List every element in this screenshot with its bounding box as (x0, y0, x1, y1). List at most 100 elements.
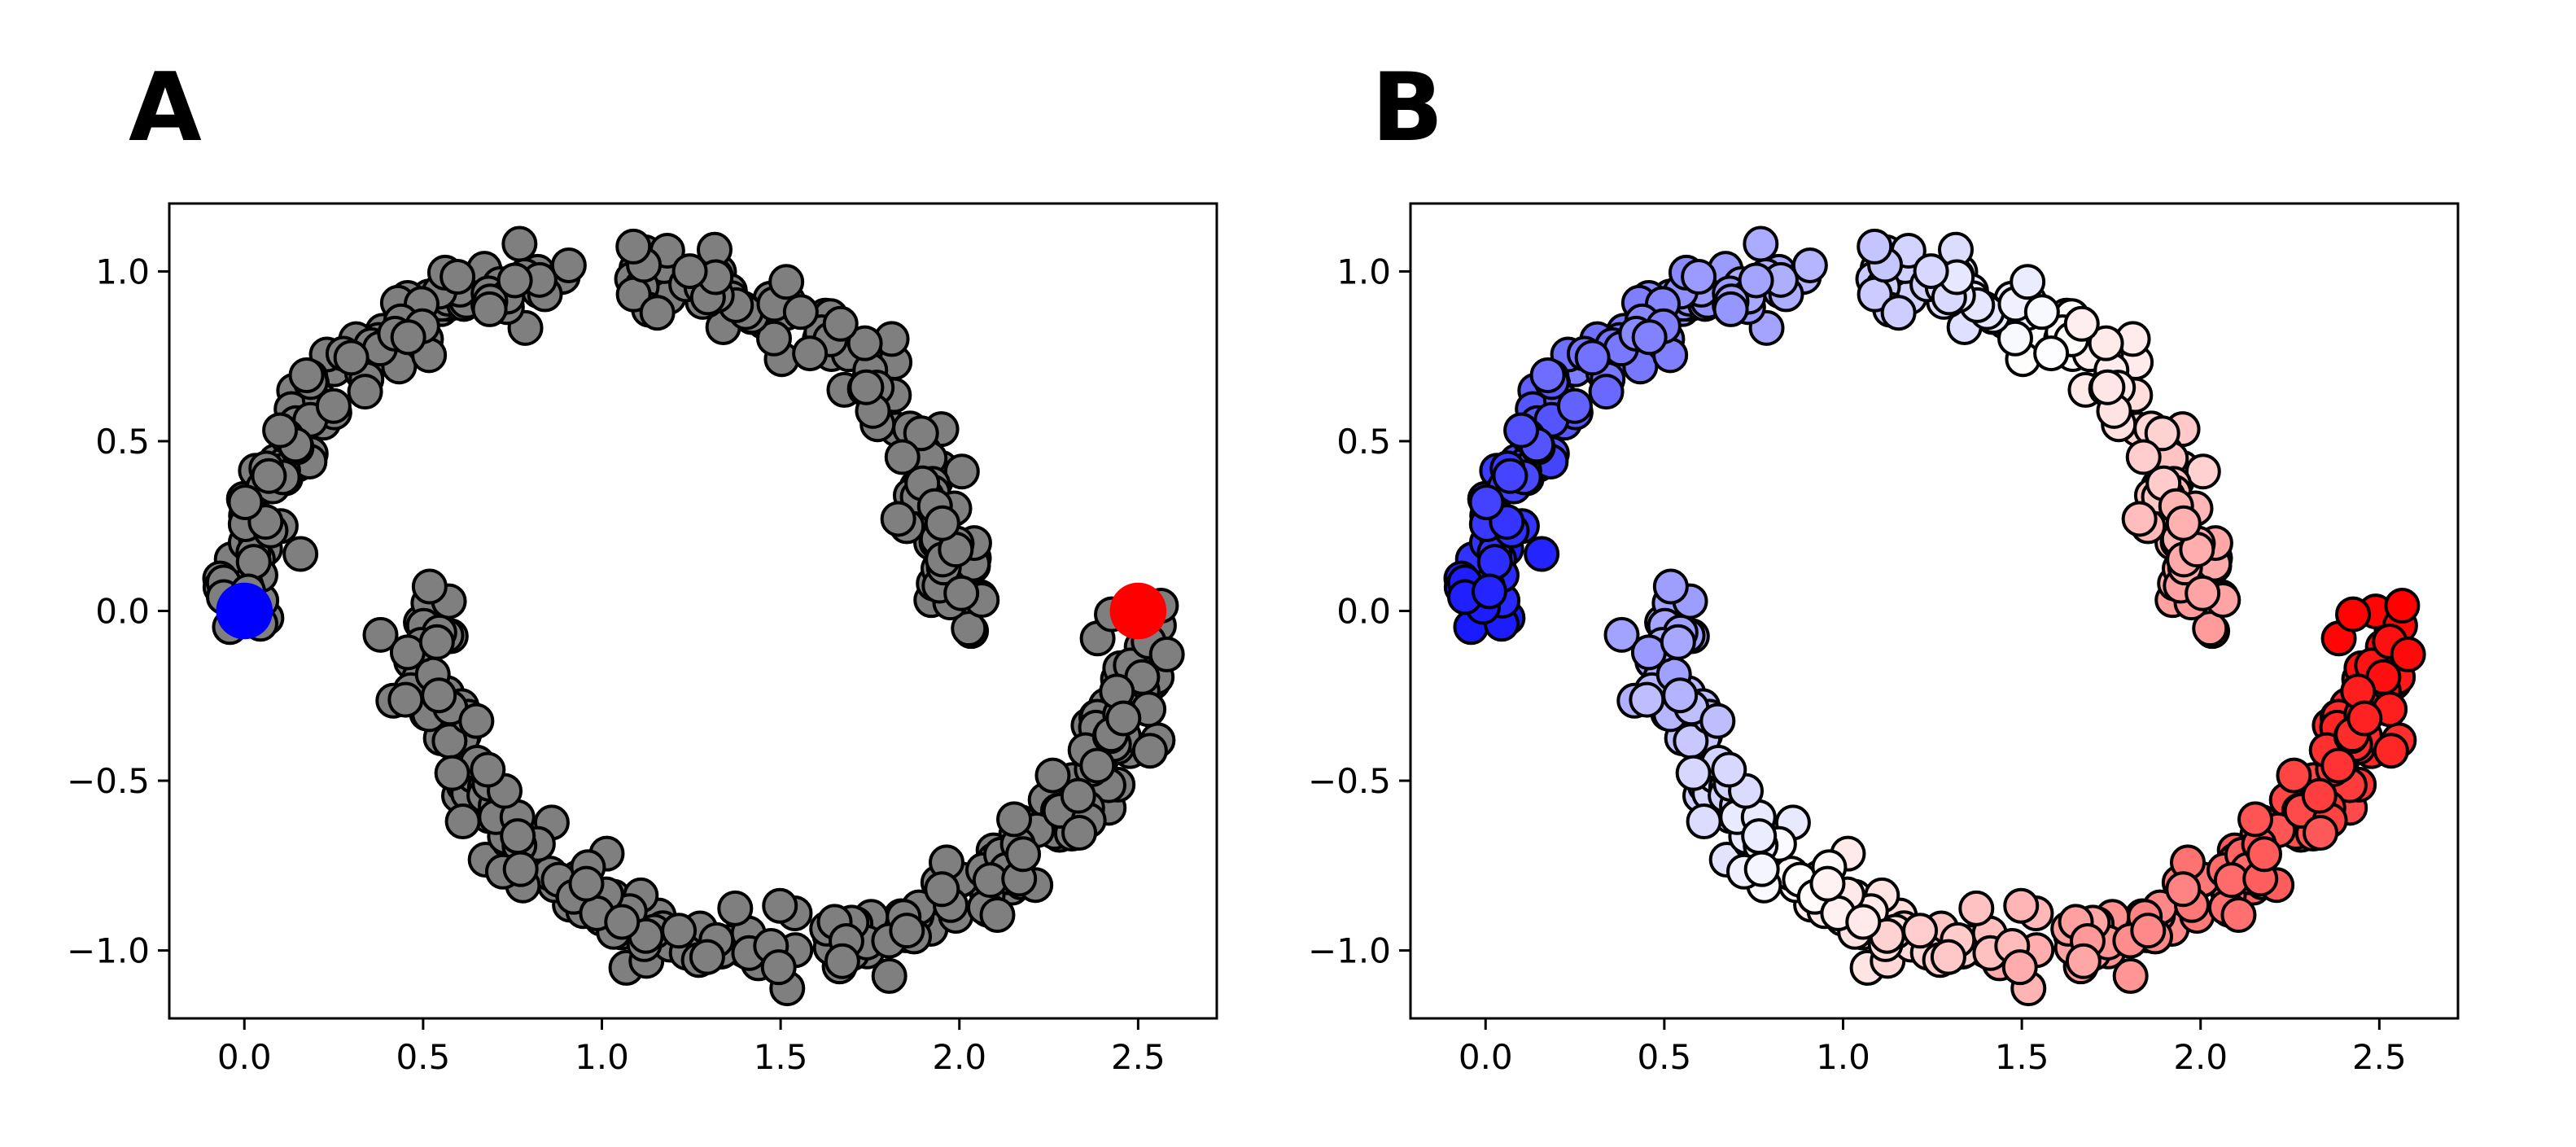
scatter-point (2121, 501, 2158, 537)
scatter-point (2063, 305, 2100, 342)
scatter-point (1524, 536, 1560, 572)
scatter-point (411, 568, 448, 605)
scatter-point (924, 871, 960, 908)
scatter-point (2237, 801, 2274, 838)
scatter-point (1675, 755, 1712, 791)
scatter-point (315, 387, 352, 424)
scatter-point (1958, 890, 1995, 926)
scatter-point (288, 357, 325, 394)
scatter-point (822, 305, 859, 342)
scatter-point (639, 295, 676, 331)
scatter-point (2130, 913, 2167, 949)
scatter-point (1660, 624, 1696, 660)
scatter-point (2303, 814, 2339, 851)
highlights-a (216, 582, 1167, 640)
scatter-point (848, 369, 885, 405)
highlight-point-red (1109, 582, 1167, 640)
scatter-point (2001, 949, 2038, 986)
x-tick-label: 0.0 (217, 1037, 272, 1077)
axes-frame-a (168, 202, 1218, 1020)
scatter-point (2088, 325, 2124, 361)
scatter-point (1686, 803, 1722, 840)
scatter-point (884, 439, 921, 475)
panel-letter-a: A (129, 53, 202, 163)
scatter-point (1492, 457, 1529, 494)
x-tick-label: 2.5 (2352, 1037, 2407, 1077)
scatter-point (2185, 575, 2221, 611)
scatter-point (333, 339, 370, 376)
scatter-point (502, 851, 539, 887)
scatter-point (2373, 733, 2409, 769)
y-tick-label: 0.0 (95, 592, 150, 632)
scatter-point (444, 803, 481, 840)
scatter-point (762, 887, 798, 924)
ticks-b: 0.0 0.5 1.0 1.5 2.0 2.5 −1.0 −0.5 0.0 0.5 1.0 (1308, 252, 2407, 1077)
scatter-point (1741, 818, 1778, 855)
scatter-point (2320, 747, 2357, 784)
y-tick-label: 0.5 (1336, 422, 1391, 462)
scatter-point (924, 505, 960, 541)
y-tick-label: 1.0 (95, 252, 150, 291)
y-tick-label: −0.5 (1308, 761, 1391, 801)
scatter-point (1061, 814, 1098, 851)
scatter-point (1712, 291, 1749, 327)
scatter-point (2346, 700, 2383, 737)
scatter-point (846, 325, 883, 361)
scatter-point (604, 904, 641, 940)
scatter-point (1588, 374, 1625, 410)
scatter-point (500, 818, 536, 855)
scatter-point (501, 225, 538, 262)
scatter-point (1471, 573, 1507, 610)
scatter-point (2246, 836, 2283, 873)
scatter-point (2220, 896, 2257, 933)
axes-frame-b (1409, 202, 2460, 1020)
scatter-point (1880, 295, 1917, 331)
scatter-point (2384, 587, 2421, 624)
scatter-point (1913, 253, 1949, 290)
scatter-point (1652, 568, 1689, 605)
scatter-point (2010, 264, 2046, 300)
scatter-point (2301, 777, 2338, 814)
scatter-point (782, 294, 819, 331)
scatter-point (824, 943, 860, 979)
scatter-point (1574, 339, 1611, 376)
scatter-point (440, 259, 476, 296)
y-tick-label: 1.0 (1336, 252, 1391, 291)
scatter-point (1529, 357, 1566, 394)
scatter-point (235, 544, 272, 580)
points-a (202, 225, 1185, 1007)
scatter-point (390, 319, 426, 356)
scatter-point (1503, 412, 1540, 449)
scatter-point (1060, 777, 1096, 814)
scatter-point (903, 415, 939, 452)
scatter-point (2165, 871, 2202, 908)
scatter-point (2192, 611, 2228, 647)
scatter-point (671, 253, 708, 290)
scatter-point (262, 412, 299, 449)
scatter-point (1131, 733, 1168, 769)
scatter-point (251, 457, 287, 494)
scatter-point (471, 291, 508, 327)
scatter-point (458, 703, 495, 739)
scatter-point (2089, 369, 2126, 405)
scatter-point (2390, 636, 2426, 672)
y-tick-label: 0.5 (95, 422, 150, 462)
x-tick-label: 0.5 (396, 1037, 450, 1077)
scatter-point (1662, 677, 1699, 714)
scatter-point (470, 751, 506, 788)
scatter-point (347, 374, 383, 410)
scatter-point (2065, 943, 2101, 979)
scatter-point (2335, 596, 2372, 633)
scatter-point (1468, 484, 1505, 521)
scatter-point (227, 484, 264, 521)
scatter-point (1711, 751, 1747, 788)
scatter-point (615, 228, 652, 265)
scatter-point (943, 575, 980, 611)
scatter-point (951, 611, 987, 647)
scatter-point (1005, 836, 1042, 873)
scatter-point (434, 755, 470, 791)
scatter-point (1034, 757, 1071, 794)
scatter-point (661, 913, 698, 949)
scatter-point (1105, 700, 1142, 737)
